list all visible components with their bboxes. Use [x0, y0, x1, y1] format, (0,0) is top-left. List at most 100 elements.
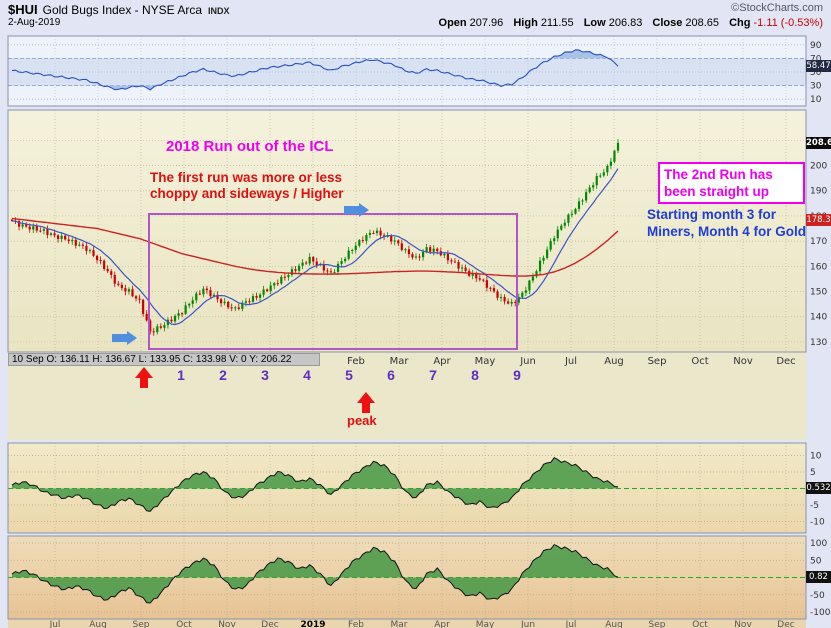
quote-value: 208.65 — [685, 17, 720, 29]
osc1-value-badge: 0.532 — [806, 482, 831, 494]
svg-text:90: 90 — [810, 41, 822, 51]
quote-label: Close — [652, 17, 683, 29]
chart-header: $HUI Gold Bugs Index - NYSE Arca INDX ©Sto… — [0, 0, 831, 31]
svg-text:-5: -5 — [810, 501, 819, 511]
month-number: 1 — [177, 367, 185, 383]
svg-text:50: 50 — [810, 556, 822, 566]
month-number: 5 — [345, 367, 353, 383]
month-number: 2 — [219, 367, 227, 383]
svg-text:May: May — [475, 356, 496, 367]
month-number: 3 — [261, 367, 269, 383]
annotation-icl-run: 2018 Run out of the ICL — [166, 138, 334, 155]
svg-text:Mar: Mar — [391, 620, 408, 628]
quote-value: 206.83 — [608, 17, 643, 29]
svg-text:Mar: Mar — [390, 356, 410, 367]
svg-text:Jun: Jun — [520, 620, 535, 628]
annotation-second-run-line2: been straight up — [664, 184, 770, 199]
annotation-first-run-line1: The first run was more or less — [150, 170, 343, 185]
svg-text:Oct: Oct — [176, 620, 192, 628]
quote-change-value: -1.11 (-0.53%) — [753, 17, 824, 29]
cycle-start-arrow-icon — [135, 367, 153, 388]
month-number: 4 — [303, 367, 311, 383]
chart-date: 2-Aug-2019 — [8, 17, 61, 28]
svg-text:Nov: Nov — [218, 620, 236, 628]
stockcharts-credit[interactable]: ©StockCharts.com — [731, 2, 823, 14]
annotation-starting-month: Starting month 3 for Miners, Month 4 for… — [647, 206, 831, 240]
svg-text:200: 200 — [810, 162, 827, 172]
svg-text:-10: -10 — [810, 518, 825, 528]
svg-text:Sep: Sep — [133, 620, 150, 628]
quote-label: High — [513, 17, 538, 29]
svg-text:10: 10 — [810, 95, 822, 105]
annotation-starting-line1: Starting month 3 for — [647, 207, 776, 222]
svg-text:Apr: Apr — [433, 356, 451, 367]
svg-text:Jul: Jul — [49, 620, 61, 628]
arrow-shaft — [140, 378, 148, 388]
svg-text:160: 160 — [810, 262, 827, 272]
quote-row: 2-Aug-2019 Open 207.96 High 211.55 Low 206.… — [8, 17, 823, 29]
svg-text:140: 140 — [810, 313, 827, 323]
quote-label: Low — [583, 17, 606, 29]
quote-label: Open — [438, 17, 467, 29]
svg-text:Oct: Oct — [691, 356, 708, 367]
month-number: 7 — [429, 367, 437, 383]
svg-text:70: 70 — [810, 54, 822, 64]
data-window-status-bar: 10 Sep O: 136.11 H: 136.67 L: 133.95 C: … — [8, 353, 320, 366]
svg-text:May: May — [476, 620, 495, 628]
svg-text:Feb: Feb — [348, 620, 364, 628]
svg-text:Jun: Jun — [519, 356, 536, 367]
svg-text:170: 170 — [810, 237, 827, 247]
annotation-first-run: The first run was more or less choppy an… — [150, 170, 344, 202]
peak-label: peak — [347, 413, 377, 428]
icl-low-arrow-icon — [112, 331, 137, 345]
exchange: INDX — [208, 6, 230, 16]
svg-text:130: 130 — [810, 338, 827, 348]
annotation-second-run-box: The 2nd Run has been straight up — [658, 162, 805, 204]
svg-text:Sep: Sep — [648, 356, 667, 367]
arrow-shaft — [112, 334, 127, 342]
symbol: $HUI — [8, 2, 38, 17]
arrow-shaft — [344, 206, 359, 214]
svg-text:50: 50 — [810, 68, 822, 78]
osc2-value-badge: 0.82 — [806, 571, 831, 583]
svg-text:30: 30 — [810, 82, 822, 92]
svg-text:Dec: Dec — [777, 620, 794, 628]
rsi-series — [11, 49, 619, 91]
svg-text:Feb: Feb — [347, 356, 365, 367]
svg-text:100: 100 — [810, 539, 827, 549]
candlesticks — [10, 139, 620, 336]
svg-text:Nov: Nov — [734, 620, 752, 628]
month-number: 6 — [387, 367, 395, 383]
arrow-head — [357, 392, 375, 403]
month-number: 9 — [513, 367, 521, 383]
svg-text:150: 150 — [810, 288, 827, 298]
peak-pointer-arrow-icon — [344, 203, 369, 217]
ma-value-badge: 178.3 — [806, 214, 831, 226]
quote-label: Chg — [729, 17, 751, 29]
arrow-head — [135, 367, 153, 378]
peak-arrow-icon — [357, 392, 375, 413]
first-run-highlight-box — [148, 213, 518, 350]
quote-line: Open 207.96 High 211.55 Low 206.83 Close 208… — [432, 17, 823, 29]
osc1-series — [11, 457, 619, 512]
svg-text:Aug: Aug — [604, 356, 624, 367]
svg-text:Apr: Apr — [434, 620, 450, 628]
close-value-badge: 208.65 — [806, 137, 831, 149]
svg-text:2019: 2019 — [300, 620, 325, 628]
quote-value: 207.96 — [469, 17, 504, 29]
month-number: 8 — [471, 367, 479, 383]
svg-text:Oct: Oct — [692, 620, 708, 628]
quote-value: 211.55 — [540, 17, 574, 29]
svg-text:10: 10 — [810, 452, 822, 462]
svg-text:Sep: Sep — [649, 620, 666, 628]
rsi-value-badge: 58.47 — [806, 60, 831, 72]
svg-text:Nov: Nov — [733, 356, 753, 367]
annotation-starting-line2: Miners, Month 4 for Gold — [647, 224, 806, 239]
title-row: $HUI Gold Bugs Index - NYSE Arca INDX ©Sto… — [8, 2, 823, 17]
svg-text:Aug: Aug — [89, 620, 107, 628]
svg-text:Jul: Jul — [564, 356, 577, 367]
svg-text:Dec: Dec — [261, 620, 278, 628]
annotation-first-run-line2: choppy and sideways / Higher — [150, 186, 344, 201]
arrow-head — [127, 331, 137, 345]
svg-text:190: 190 — [810, 187, 827, 197]
